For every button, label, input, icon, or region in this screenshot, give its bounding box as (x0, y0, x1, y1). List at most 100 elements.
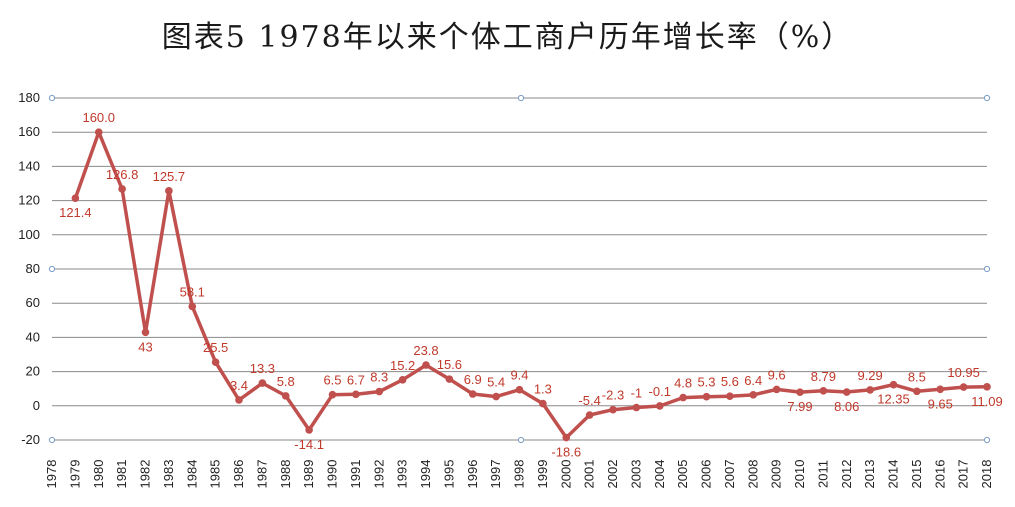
data-point-2000 (562, 433, 571, 442)
y-tick-label-120: 120 (18, 193, 40, 208)
x-tick-label-1985: 1985 (208, 460, 223, 489)
y-tick-label--20: -20 (21, 432, 40, 447)
data-label-2009: 9.6 (768, 367, 786, 382)
data-label-2014: 12.35 (877, 392, 910, 407)
data-label-2018: 11.09 (971, 394, 1003, 409)
x-tick-label-1986: 1986 (231, 460, 246, 489)
data-label-1993: 15.2 (390, 358, 415, 373)
growth-rate-series (71, 128, 991, 442)
x-axis-tick-labels: 1978 1979 1980 1981 1982 1983 1984 1985 1986 1987… (44, 460, 994, 489)
selection-handle-1 (517, 94, 525, 102)
data-point-2002 (609, 405, 617, 414)
y-tick-label-40: 40 (26, 329, 40, 344)
data-label-1990: 6.5 (323, 373, 341, 388)
chart-title: 图表5 1978年以来个体工商户历年增长率（%） (161, 20, 854, 55)
series-line (73, 130, 988, 440)
y-tick-label-160: 160 (18, 124, 40, 139)
data-label-1980: 160.0 (82, 110, 115, 125)
data-point-2004 (655, 402, 664, 410)
x-tick-label-1993: 1993 (395, 460, 410, 489)
x-tick-label-1984: 1984 (184, 460, 199, 489)
data-label-1998: 9.4 (510, 368, 528, 383)
x-tick-label-2015: 2015 (909, 460, 924, 489)
data-label-1988: 5.8 (277, 374, 295, 389)
data-label-2012: 8.06 (834, 399, 859, 414)
data-label-2010: 7.99 (787, 399, 812, 414)
x-tick-label-1987: 1987 (254, 460, 269, 489)
data-point-1993 (398, 376, 407, 384)
data-label-1996: 6.9 (464, 372, 482, 387)
data-label-2005: 4.8 (674, 376, 692, 391)
data-label-2000: -18.6 (551, 445, 581, 460)
x-tick-label-2009: 2009 (769, 460, 784, 489)
data-point-1999 (539, 399, 547, 408)
data-point-2001 (585, 411, 594, 419)
x-tick-label-2003: 2003 (628, 460, 643, 489)
x-tick-label-1992: 1992 (371, 460, 386, 489)
selection-handle-7 (983, 436, 991, 444)
x-tick-label-2004: 2004 (652, 460, 667, 489)
y-tick-label-180: 180 (18, 90, 40, 105)
data-label-1987: 13.3 (250, 361, 275, 376)
x-tick-label-1982: 1982 (138, 460, 153, 489)
data-label-2007: 5.6 (721, 374, 739, 389)
data-point-2012 (842, 388, 851, 396)
data-label-1995: 15.6 (437, 357, 462, 372)
x-tick-label-1989: 1989 (301, 460, 316, 489)
x-tick-label-2006: 2006 (699, 460, 714, 489)
x-tick-label-2016: 2016 (932, 460, 947, 489)
x-tick-label-2013: 2013 (862, 460, 877, 489)
data-label-1989: -14.1 (294, 437, 324, 452)
data-label-2004: -0.1 (649, 384, 671, 399)
selection-handle-4 (983, 265, 991, 273)
y-tick-label-80: 80 (26, 261, 40, 276)
data-label-2013: 9.29 (857, 368, 882, 383)
x-tick-label-1981: 1981 (114, 460, 129, 489)
data-label-1983: 125.7 (153, 169, 186, 184)
y-tick-label-100: 100 (18, 227, 40, 242)
y-tick-label-0: 0 (33, 398, 40, 413)
data-point-1982 (141, 328, 150, 337)
data-point-2014 (889, 380, 898, 389)
x-tick-label-2012: 2012 (839, 460, 854, 489)
x-tick-label-1996: 1996 (465, 460, 480, 489)
data-point-2010 (796, 388, 804, 396)
data-point-2015 (913, 387, 921, 396)
data-label-1984: 58.1 (180, 284, 205, 299)
data-point-2009 (772, 385, 781, 394)
data-point-2018 (983, 383, 991, 391)
chart-area-selection-handles (48, 94, 991, 444)
data-point-2003 (632, 403, 641, 412)
data-point-1990 (328, 390, 337, 399)
x-tick-label-1983: 1983 (161, 460, 176, 489)
data-label-2017: 10.95 (947, 365, 980, 380)
data-point-1986 (235, 396, 243, 404)
data-point-1981 (118, 185, 126, 193)
data-label-1981: 126.8 (106, 167, 139, 182)
data-point-1996 (468, 390, 477, 398)
data-label-1991: 6.7 (347, 372, 365, 387)
data-point-2017 (959, 383, 968, 391)
data-point-1994 (422, 361, 430, 369)
selection-handle-6 (517, 436, 525, 444)
x-tick-label-1990: 1990 (325, 460, 340, 489)
data-label-1985: 25.5 (203, 340, 228, 355)
y-tick-label-140: 140 (18, 158, 40, 173)
data-point-1988 (281, 392, 290, 400)
selection-handle-5 (48, 436, 56, 444)
data-point-1992 (375, 387, 384, 396)
data-label-1999: 1.3 (534, 382, 552, 397)
x-tick-label-1997: 1997 (488, 460, 503, 489)
data-point-1984 (188, 302, 197, 311)
data-point-2008 (749, 391, 758, 399)
x-tick-label-2011: 2011 (815, 460, 830, 488)
x-tick-label-2018: 2018 (979, 460, 994, 489)
data-point-1998 (515, 385, 524, 394)
data-point-2006 (702, 392, 711, 401)
data-label-1997: 5.4 (487, 375, 505, 390)
data-label-2008: 6.4 (744, 373, 762, 388)
data-point-2005 (679, 393, 687, 402)
x-tick-label-1980: 1980 (91, 460, 106, 489)
data-labels: 121.4 160.0 126.8 43 125.7 58.1 25.5 3.413.35.8… (59, 110, 1003, 459)
